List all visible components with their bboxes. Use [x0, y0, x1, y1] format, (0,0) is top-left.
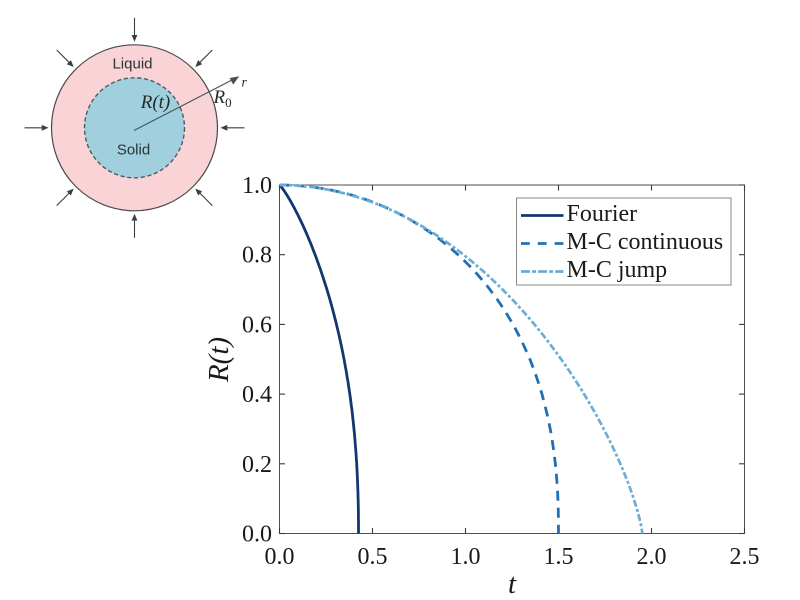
- svg-text:M-C jump: M-C jump: [567, 257, 668, 283]
- svg-text:1.5: 1.5: [544, 544, 574, 570]
- svg-text:0.4: 0.4: [242, 382, 272, 408]
- svg-text:Fourier: Fourier: [567, 201, 638, 227]
- svg-text:0.8: 0.8: [242, 243, 272, 269]
- svg-text:R(t): R(t): [203, 337, 235, 383]
- svg-text:M-C continuous: M-C continuous: [567, 229, 724, 255]
- svg-text:0.0: 0.0: [265, 544, 295, 570]
- svg-text:r: r: [242, 75, 248, 90]
- svg-text:t: t: [508, 568, 517, 600]
- svg-text:1.0: 1.0: [242, 173, 272, 199]
- svg-text:0.5: 0.5: [358, 544, 388, 570]
- svg-text:Solid: Solid: [117, 142, 150, 159]
- svg-text:0.0: 0.0: [242, 522, 272, 548]
- svg-text:2.0: 2.0: [637, 544, 667, 570]
- svg-text:0.6: 0.6: [242, 312, 272, 338]
- svg-text:R(t): R(t): [140, 92, 171, 113]
- svg-text:1.0: 1.0: [451, 544, 481, 570]
- svg-text:0.2: 0.2: [242, 452, 272, 478]
- svg-text:2.5: 2.5: [730, 544, 760, 570]
- svg-text:Liquid: Liquid: [112, 56, 152, 73]
